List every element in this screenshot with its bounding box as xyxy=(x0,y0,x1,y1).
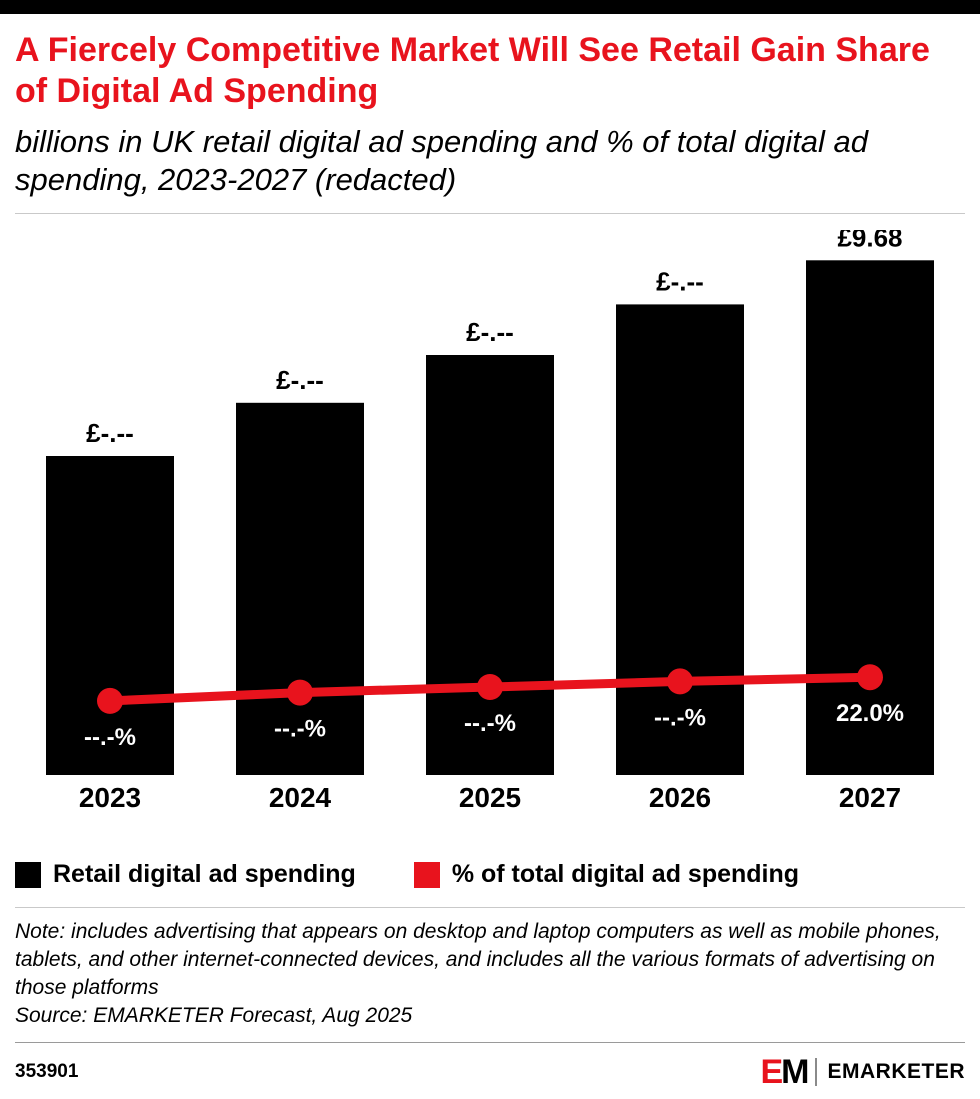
x-axis-label-2023: 2023 xyxy=(79,782,141,813)
pct-label-2024: --.-% xyxy=(274,716,326,743)
bar-value-label-2026: £-.-- xyxy=(656,267,704,297)
chart-area: £-.-- 2023 £-.-- 2024 £-.-- 2025 £-.-- 2026 £9.6… xyxy=(15,222,965,820)
trend-point-2027 xyxy=(857,664,883,691)
legend-swatch-bar xyxy=(15,861,41,888)
legend: Retail digital ad spending % of total di… xyxy=(15,860,965,889)
bar-2027 xyxy=(806,260,934,776)
bar-value-label-2023: £-.-- xyxy=(86,418,134,448)
bar-line-chart: £-.-- 2023 £-.-- 2024 £-.-- 2025 £-.-- 2026 £9.6… xyxy=(46,222,934,813)
header-divider xyxy=(15,213,965,215)
legend-label-line: % of total digital ad spending xyxy=(451,860,800,889)
bar-value-label-2027: £9.68 xyxy=(837,230,902,252)
logo-wordmark: EMARKETER xyxy=(827,1059,965,1083)
pct-label-2027: 22.0% xyxy=(836,700,904,727)
bar-2023 xyxy=(46,456,174,776)
bar-value-label-2024: £-.-- xyxy=(276,365,324,395)
x-axis-label-2024: 2024 xyxy=(269,782,332,813)
trend-point-2023 xyxy=(97,688,123,715)
chart-title: A Fiercely Competitive Market Will See R… xyxy=(15,31,930,111)
x-axis-label-2027: 2027 xyxy=(839,782,901,813)
trend-point-2026 xyxy=(667,668,693,695)
x-axis-label-2025: 2025 xyxy=(459,782,521,813)
logo-letter-e: E xyxy=(760,1052,783,1091)
footer: 353901 EM EMARKETER xyxy=(15,1041,965,1099)
chart-subtitle: billions in UK retail digital ad spendin… xyxy=(15,123,869,198)
top-bar xyxy=(0,0,980,14)
bar-2024 xyxy=(236,402,364,776)
source-text: Source: EMARKETER Forecast, Aug 2025 xyxy=(15,1003,413,1027)
legend-item-retail-spending: Retail digital ad spending xyxy=(15,860,356,889)
logo-letter-m: M xyxy=(781,1052,809,1091)
logo-divider xyxy=(815,1057,818,1086)
chart-id: 353901 xyxy=(15,1060,79,1082)
note-divider xyxy=(15,907,965,909)
trend-point-2024 xyxy=(287,679,313,706)
legend-swatch-line xyxy=(413,861,440,888)
footnote-block: Note: includes advertising that appears … xyxy=(15,918,965,1030)
note-text: Note: includes advertising that appears … xyxy=(15,920,941,1000)
pct-label-2025: --.-% xyxy=(464,710,516,737)
bar-2025 xyxy=(426,355,554,776)
legend-item-pct-total: % of total digital ad spending xyxy=(413,860,800,889)
bar-value-label-2025: £-.-- xyxy=(466,317,514,347)
legend-label-bar: Retail digital ad spending xyxy=(53,860,356,889)
pct-label-2026: --.-% xyxy=(654,705,706,732)
page-content: A Fiercely Competitive Market Will See R… xyxy=(0,30,980,1099)
emarketer-logo: EM EMARKETER xyxy=(760,1055,965,1089)
pct-label-2023: --.-% xyxy=(84,724,136,751)
trend-point-2025 xyxy=(477,674,503,701)
x-axis-label-2026: 2026 xyxy=(649,782,711,813)
logo-monogram: EM xyxy=(760,1052,809,1091)
bar-2026 xyxy=(616,304,744,776)
